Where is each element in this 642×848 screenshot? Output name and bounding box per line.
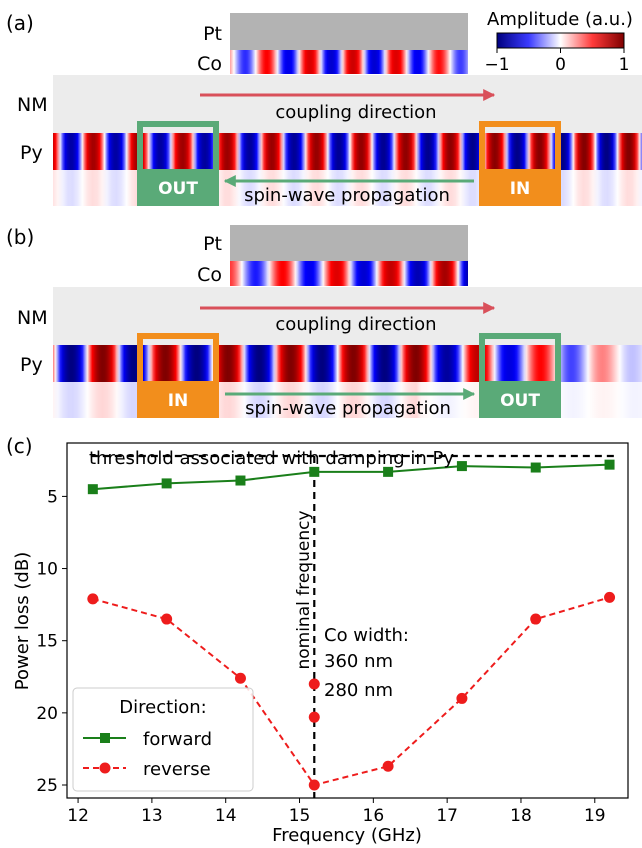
co-label-a: Co — [197, 53, 222, 75]
propagation-label-a: spin-wave propagation — [244, 185, 450, 206]
series-reverse-point — [308, 779, 320, 791]
out-box-a — [137, 170, 219, 206]
legend-forward-marker — [100, 733, 110, 743]
co-width-point-1 — [308, 711, 320, 723]
x-tick-label: 12 — [67, 806, 89, 826]
pt-label-b: Pt — [203, 233, 222, 255]
legend-forward-label: forward — [143, 729, 212, 750]
series-reverse-point — [382, 760, 394, 772]
y-tick-label: 25 — [36, 776, 58, 796]
legend-title: Direction: — [119, 697, 206, 718]
x-tick-label: 17 — [436, 806, 458, 826]
co-label-b: Co — [197, 264, 222, 286]
coupling-label-a: coupling direction — [275, 102, 436, 123]
py-label-b: Py — [20, 354, 43, 376]
in-box-b — [137, 382, 219, 418]
series-forward-point — [456, 461, 467, 472]
panel-a: (a) Pt Co NM coupling direction Py OUT I… — [6, 11, 642, 206]
series-forward-line — [92, 463, 610, 491]
colorbar-title: Amplitude (a.u.) — [487, 9, 633, 30]
colorbar: Amplitude (a.u.) −1 0 1 — [484, 9, 632, 75]
x-tick-label: 19 — [584, 806, 606, 826]
x-tick-label: 14 — [215, 806, 237, 826]
plot-frame — [66, 442, 629, 799]
y-tick-label: 15 — [36, 632, 58, 652]
legend: Direction: forward reverse — [72, 687, 254, 792]
colorbar-scale — [496, 32, 625, 49]
out-box-label-a: OUT — [158, 179, 198, 199]
co-layer-a — [230, 50, 468, 74]
panel-c-label: (c) — [6, 434, 33, 458]
coupling-label-b: coupling direction — [275, 314, 436, 335]
series-forward-point — [87, 484, 98, 495]
co-width-280-label: 280 nm — [324, 680, 393, 701]
legend-reverse-label: reverse — [143, 759, 211, 780]
series-reverse-point — [234, 672, 246, 684]
co-layer-b — [230, 261, 468, 286]
out-box-b — [479, 382, 561, 418]
propagation-label-b: spin-wave propagation — [245, 398, 451, 419]
series-forward-point — [530, 462, 541, 473]
y-axis-label: Power loss (dB) — [12, 552, 33, 690]
series-reverse-point — [87, 593, 99, 605]
legend-reverse-marker — [99, 762, 111, 774]
series-reverse-line — [92, 596, 610, 787]
x-tick-label: 13 — [141, 806, 163, 826]
out-box-label-b: OUT — [500, 391, 540, 411]
x-tick-label: 15 — [289, 806, 311, 826]
x-axis-label: Frequency (GHz) — [272, 825, 422, 846]
pt-layer-a — [230, 13, 468, 50]
panel-c: (c) 12 13 14 15 16 17 18 19 5 10 15 20 25 Frequency … — [6, 434, 629, 846]
panel-b-label: (b) — [6, 225, 34, 249]
x-tick-label: 18 — [510, 806, 532, 826]
co-width-360-label: 360 nm — [324, 651, 393, 672]
nm-label-a: NM — [17, 94, 48, 116]
series-reverse-point — [530, 613, 542, 625]
legend-box — [72, 687, 254, 792]
series-forward-point — [309, 466, 320, 477]
pt-label-a: Pt — [203, 23, 222, 45]
pt-layer-b — [230, 225, 468, 261]
series-forward-point — [235, 475, 246, 486]
colorbar-tick-label-max: 1 — [619, 55, 630, 75]
in-box-label-b: IN — [168, 391, 189, 411]
series-reverse-point — [456, 692, 468, 704]
colorbar-tick-label-mid: 0 — [555, 55, 566, 75]
threshold-label: threshold associated with damping in Py — [89, 448, 454, 469]
y-tick-label: 20 — [36, 704, 58, 724]
series-forward-point — [383, 466, 394, 477]
py-wave-b — [53, 345, 642, 382]
series-forward-point — [604, 459, 615, 470]
co-width-point-0 — [308, 678, 320, 690]
nm-label-b: NM — [17, 307, 48, 329]
y-tick-label: 10 — [36, 560, 58, 580]
nominal-frequency-label: nominal frequency — [294, 510, 314, 669]
series-reverse-point — [604, 591, 616, 603]
series-reverse-point — [161, 613, 173, 625]
panel-b: (b) Pt Co NM coupling direction Py IN OU… — [6, 225, 642, 419]
y-tick-label: 5 — [47, 487, 58, 507]
colorbar-tick-label-min: −1 — [484, 55, 509, 75]
chart-plot: 12 13 14 15 16 17 18 19 5 10 15 20 25 — [36, 454, 616, 826]
panel-a-label: (a) — [6, 11, 34, 35]
in-box-a — [479, 170, 561, 206]
x-tick-label: 16 — [363, 806, 385, 826]
co-width-label: Co width: — [324, 625, 409, 646]
py-wave-a — [53, 133, 642, 170]
series-forward-point — [161, 478, 172, 489]
in-box-label-a: IN — [510, 179, 531, 199]
py-label-a: Py — [20, 142, 43, 164]
